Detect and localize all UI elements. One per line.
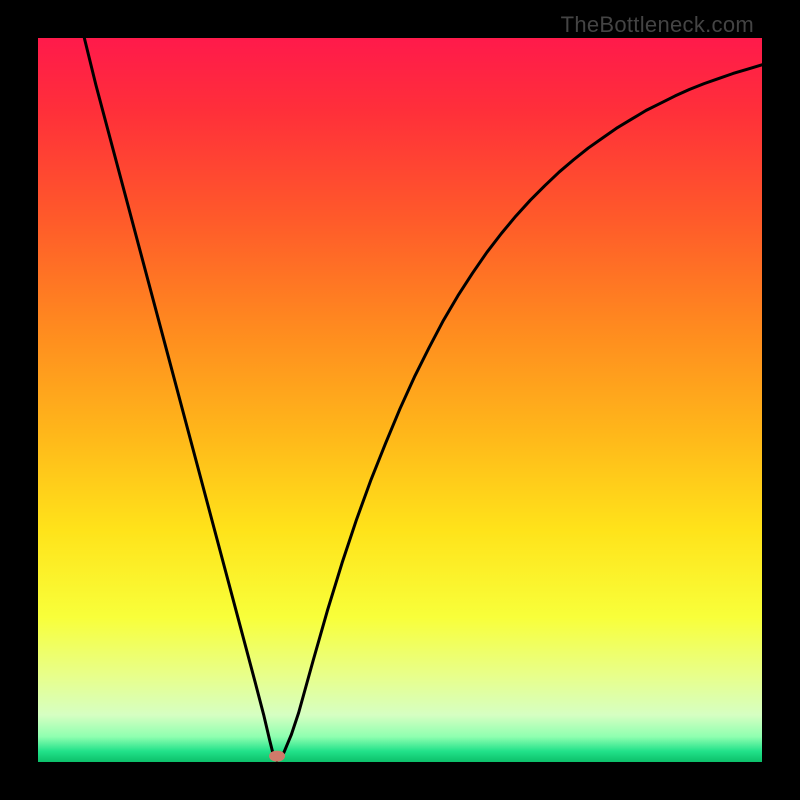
curve-path	[84, 38, 762, 761]
watermark-text: TheBottleneck.com	[561, 12, 754, 38]
optimum-marker	[269, 751, 285, 762]
bottleneck-curve	[38, 38, 762, 762]
plot-area	[38, 38, 762, 762]
chart-frame: TheBottleneck.com	[0, 0, 800, 800]
